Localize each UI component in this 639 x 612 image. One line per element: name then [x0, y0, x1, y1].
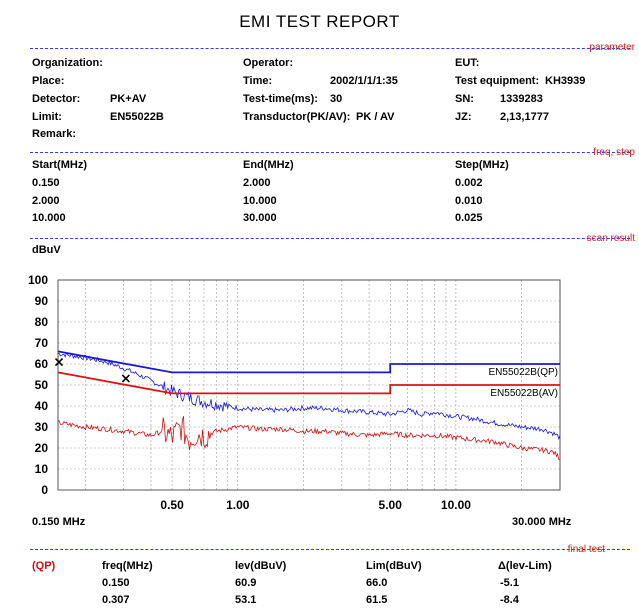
freq-header-end: End(MHz) [243, 159, 294, 171]
final-cell: -5.1 [500, 577, 519, 589]
final-header-delta: Δ(lev-Lim) [498, 560, 552, 572]
y-tick-label: 100 [28, 273, 48, 287]
limit-line-1 [57, 371, 560, 395]
freq-cell: 0.025 [455, 212, 483, 224]
y-tick-label: 10 [35, 462, 49, 476]
freq-header-start: Start(MHz) [32, 159, 87, 171]
limit-legend-label: EN55022B(AV) [490, 388, 558, 399]
freq-cell: 2.000 [32, 195, 60, 207]
y-tick-label: 0 [41, 483, 48, 497]
y-tick-label: 80 [35, 315, 49, 329]
section-label-final-test: final test [567, 544, 605, 555]
x-tick-labels: 0.50 1.00 5.00 10.00 [160, 498, 471, 512]
marker-layer [54, 358, 130, 383]
param-operator-label: Operator: [243, 57, 294, 69]
section-label-scan-result: scan result [586, 233, 635, 244]
limit-legend-label: EN55022B(QP) [489, 367, 558, 378]
limit-layer [57, 350, 560, 395]
freq-header-step: Step(MHz) [455, 159, 509, 171]
scan-divider [30, 238, 630, 239]
peak-marker [54, 358, 64, 367]
param-jz-value: 2,13,1777 [500, 111, 549, 123]
param-testtime-label: Test-time(ms): [243, 93, 318, 105]
final-header-lev: lev(dBuV) [235, 560, 287, 572]
chart-ylabel: dBuV [32, 244, 61, 256]
param-detector-value: PK+AV [110, 93, 147, 105]
final-cell: -8.4 [500, 594, 519, 606]
final-cell: 0.307 [102, 594, 130, 606]
freq-divider [30, 152, 630, 153]
final-cell: 0.150 [102, 577, 130, 589]
freq-cell: 0.010 [455, 195, 483, 207]
peak-marker [121, 374, 130, 383]
param-remark-label: Remark: [32, 128, 77, 140]
param-limit-label: Limit: [32, 111, 62, 123]
y-tick-label: 90 [35, 294, 49, 308]
param-organization-label: Organization: [32, 57, 103, 69]
section-label-freq-step: freq, step [593, 147, 635, 158]
final-header-freq: freq(MHz) [102, 560, 153, 572]
param-time-value: 2002/1/1/1:35 [330, 75, 398, 87]
y-tick-label: 70 [35, 336, 49, 350]
param-eut-label: EUT: [455, 57, 480, 69]
x-end-label: 30.000 MHz [512, 516, 572, 528]
measurement-series-1 [57, 416, 561, 461]
y-tick-label: 50 [35, 378, 49, 392]
x-tick-label: 10.00 [441, 498, 471, 512]
measurement-series-0 [57, 352, 561, 441]
report-title: EMI TEST REPORT [239, 12, 400, 31]
freq-cell: 0.150 [32, 177, 60, 189]
freq-cell: 10.000 [243, 195, 277, 207]
parameter-divider [30, 48, 630, 49]
freq-cell: 30.000 [243, 212, 277, 224]
x-start-label: 0.150 MHz [32, 516, 86, 528]
param-transductor-label: Transductor(PK/AV): [243, 111, 351, 123]
freq-cell: 2.000 [243, 177, 271, 189]
x-tick-label: 0.50 [160, 498, 184, 512]
limit-line-0 [57, 350, 560, 374]
param-sn-value: 1339283 [500, 93, 543, 105]
param-testtime-value: 30 [330, 93, 343, 105]
param-place-label: Place: [32, 75, 65, 87]
param-limit-value: EN55022B [110, 111, 164, 123]
final-header-lim: Lim(dBuV) [366, 560, 422, 572]
y-tick-label: 30 [35, 420, 49, 434]
y-tick-label: 60 [35, 357, 49, 371]
param-equipment-label: Test equipment: [455, 75, 540, 87]
final-cell: 53.1 [235, 594, 257, 606]
y-tick-label: 20 [35, 441, 49, 455]
legend-layer: EN55022B(QP) EN55022B(AV) [489, 367, 558, 399]
x-tick-label: 5.00 [379, 498, 403, 512]
final-cell: 60.9 [235, 577, 257, 589]
series-layer [57, 352, 561, 461]
x-tick-label: 1.00 [226, 498, 250, 512]
final-cell: 61.5 [366, 594, 388, 606]
param-jz-label: JZ: [455, 111, 472, 123]
final-cell: 66.0 [366, 577, 388, 589]
qp-label: (QP) [32, 560, 56, 572]
section-label-parameter: parameter [589, 42, 635, 53]
param-transductor-value: PK / AV [356, 111, 395, 123]
param-sn-label: SN: [455, 93, 474, 105]
param-equipment-value: KH3939 [545, 75, 586, 87]
final-divider [30, 549, 630, 550]
freq-cell: 10.000 [32, 212, 66, 224]
freq-cell: 0.002 [455, 177, 483, 189]
y-tick-label: 40 [35, 399, 49, 413]
param-detector-label: Detector: [32, 93, 81, 105]
param-time-label: Time: [243, 75, 273, 87]
